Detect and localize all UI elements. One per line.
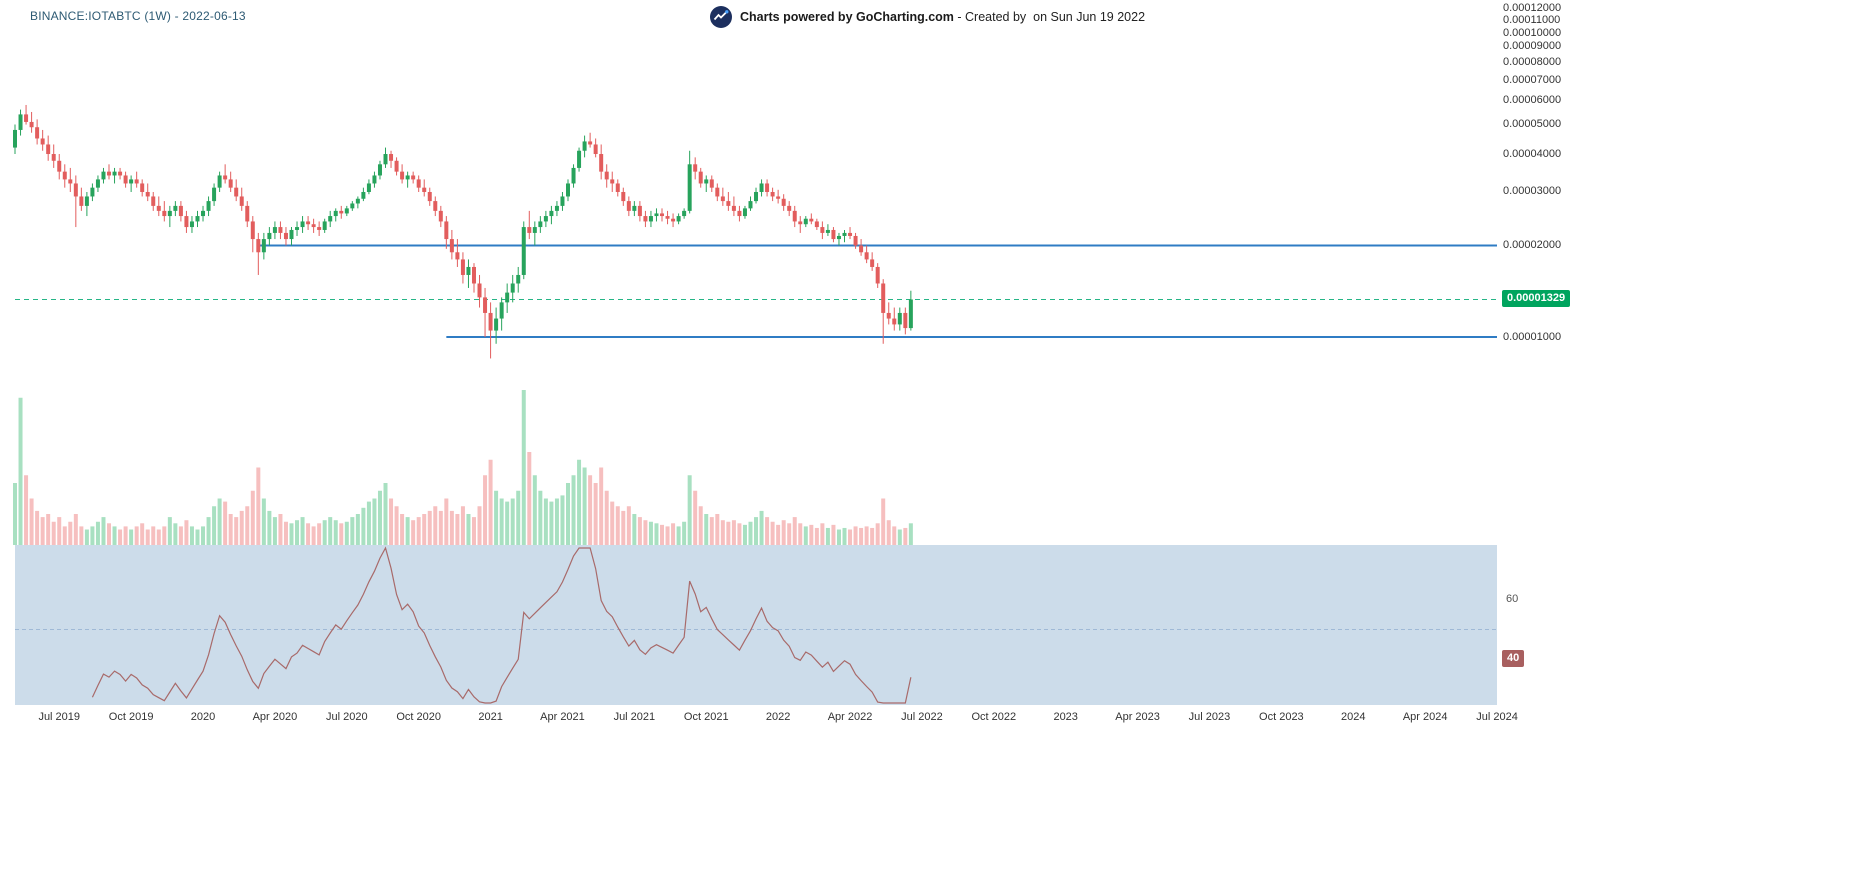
support-resistance-lines xyxy=(258,244,1497,339)
candlestick-layer xyxy=(13,104,913,359)
symbol-title: BINANCE:IOTABTC (1W) - 2022-06-13 xyxy=(30,9,246,23)
rsi-value-badge: 40 xyxy=(1502,650,1525,667)
rsi-line-layer xyxy=(91,546,912,704)
gocharting-logo-icon xyxy=(710,6,732,28)
created-by-text: - Created by on Sun Jun 19 2022 xyxy=(953,10,1146,24)
header-branding: Charts powered by GoCharting.com - Creat… xyxy=(710,5,1145,29)
rsi-pane-background xyxy=(15,545,1497,705)
last-price-badge: 0.00001329 xyxy=(1502,290,1571,308)
powered-by-text: Charts powered by GoCharting.com - Creat… xyxy=(740,10,1145,24)
powered-by-brand: Charts powered by GoCharting.com xyxy=(740,10,954,24)
rsi-axis-label-60: 60 xyxy=(1506,593,1519,605)
volume-bars-layer xyxy=(13,390,913,545)
